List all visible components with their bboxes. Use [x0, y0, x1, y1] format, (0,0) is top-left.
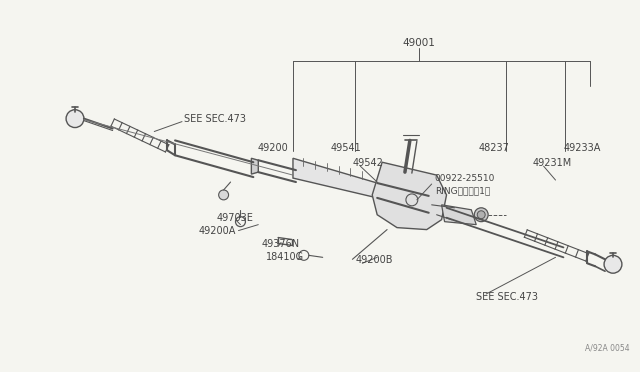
Text: 49200A: 49200A — [199, 225, 236, 235]
Text: 49231M: 49231M — [532, 158, 572, 168]
Text: 00922-25510: 00922-25510 — [435, 174, 495, 183]
Polygon shape — [293, 158, 377, 198]
Polygon shape — [427, 192, 435, 212]
Circle shape — [604, 255, 622, 273]
Polygon shape — [252, 158, 259, 174]
Text: RINGリング（1）: RINGリング（1） — [435, 186, 490, 195]
Circle shape — [219, 190, 228, 200]
Text: SEE SEC.473: SEE SEC.473 — [184, 113, 246, 124]
Polygon shape — [372, 162, 447, 230]
Text: 49001: 49001 — [403, 38, 435, 48]
Text: 49200B: 49200B — [355, 255, 393, 265]
Text: 49376N: 49376N — [261, 240, 300, 250]
Polygon shape — [442, 205, 476, 225]
Circle shape — [66, 110, 84, 128]
Text: 49233A: 49233A — [563, 143, 601, 153]
Text: 49703E: 49703E — [217, 213, 253, 223]
Circle shape — [474, 208, 488, 222]
Circle shape — [477, 211, 485, 219]
Text: 49200: 49200 — [258, 143, 289, 153]
Text: 18410G: 18410G — [266, 252, 305, 262]
Text: A/92A 0054: A/92A 0054 — [585, 344, 630, 353]
Text: SEE SEC.473: SEE SEC.473 — [476, 292, 538, 302]
Text: 49541: 49541 — [330, 143, 361, 153]
Text: 48237: 48237 — [479, 143, 509, 153]
Text: 49542: 49542 — [353, 158, 383, 168]
